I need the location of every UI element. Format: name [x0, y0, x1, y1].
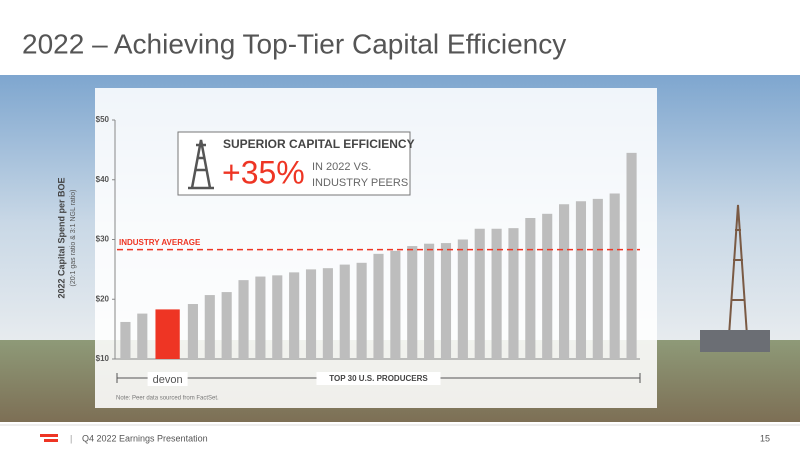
bar — [592, 198, 603, 359]
callout-line: INDUSTRY PEERS — [312, 177, 408, 189]
bar — [120, 321, 131, 359]
x-group-label: TOP 30 U.S. PRODUCERS — [329, 374, 428, 383]
footer-logo — [40, 434, 58, 437]
bar — [525, 217, 536, 359]
label-gap — [147, 372, 188, 386]
rig — [700, 204, 770, 352]
bar — [457, 239, 468, 359]
bar — [373, 253, 384, 359]
callout-line: IN 2022 VS. — [312, 161, 371, 173]
footer-logo — [44, 439, 58, 442]
y-tick-label: $10 — [96, 354, 110, 363]
bar — [474, 228, 485, 359]
y-tick-label: $30 — [96, 235, 110, 244]
bar — [626, 152, 637, 359]
y-tick-label: $40 — [96, 175, 110, 184]
bar — [407, 246, 418, 359]
bar — [542, 213, 553, 359]
bar — [221, 292, 232, 359]
bar — [238, 280, 249, 359]
bar — [155, 309, 180, 359]
callout-value: +35% — [222, 154, 305, 190]
bar — [204, 295, 215, 359]
x-tick-label: devon — [153, 374, 183, 386]
bar — [322, 268, 333, 359]
footer-text: Q4 2022 Earnings Presentation — [82, 433, 208, 443]
callout-box — [177, 131, 411, 196]
y-tick-label: $50 — [96, 115, 110, 124]
footer-separator: | — [70, 433, 72, 443]
bar — [508, 228, 519, 359]
bar — [575, 201, 587, 359]
bar — [255, 276, 266, 359]
reference-label: INDUSTRY AVERAGE — [119, 238, 201, 247]
callout-title: SUPERIOR CAPITAL EFFICIENCY — [223, 137, 415, 151]
bar — [305, 269, 317, 359]
bar — [356, 262, 367, 359]
y-axis-subtitle: (20:1 gas ratio & 3:1 NGL ratio) — [70, 189, 77, 286]
label-gap — [316, 372, 441, 385]
bar — [609, 193, 620, 359]
bar — [187, 304, 198, 359]
derrick-icon — [188, 139, 214, 190]
callout: SUPERIOR CAPITAL EFFICIENCY +35% IN 2022… — [177, 131, 415, 196]
page-number: 15 — [760, 433, 770, 443]
bar — [339, 264, 350, 359]
bar — [559, 204, 570, 359]
bar — [289, 272, 300, 359]
y-tick-label: $20 — [96, 294, 110, 303]
bar — [137, 313, 148, 359]
bar — [272, 275, 283, 359]
bar — [390, 250, 401, 359]
bar — [491, 228, 502, 359]
y-axis-title: 2022 Capital Spend per BOE — [56, 177, 66, 298]
slide-title: 2022 – Achieving Top-Tier Capital Effici… — [22, 28, 566, 59]
chart-note: Note: Peer data sourced from FactSet. — [116, 396, 219, 402]
bar — [440, 243, 452, 359]
bar — [424, 243, 435, 359]
